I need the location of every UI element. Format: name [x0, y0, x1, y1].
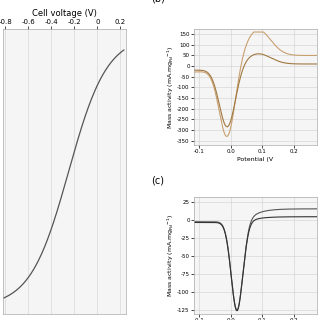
- Y-axis label: Mass activity (mA.mg$_\mathrm{Pd}$$^{-1}$): Mass activity (mA.mg$_\mathrm{Pd}$$^{-1}…: [165, 214, 176, 297]
- Text: (b): (b): [151, 0, 165, 3]
- X-axis label: Potential (V: Potential (V: [237, 157, 273, 162]
- Y-axis label: Mass activity (mA.mg$_\mathrm{Pd}$$^{-1}$): Mass activity (mA.mg$_\mathrm{Pd}$$^{-1}…: [165, 45, 176, 129]
- X-axis label: Cell voltage (V): Cell voltage (V): [32, 9, 97, 18]
- Text: (c): (c): [151, 176, 164, 186]
